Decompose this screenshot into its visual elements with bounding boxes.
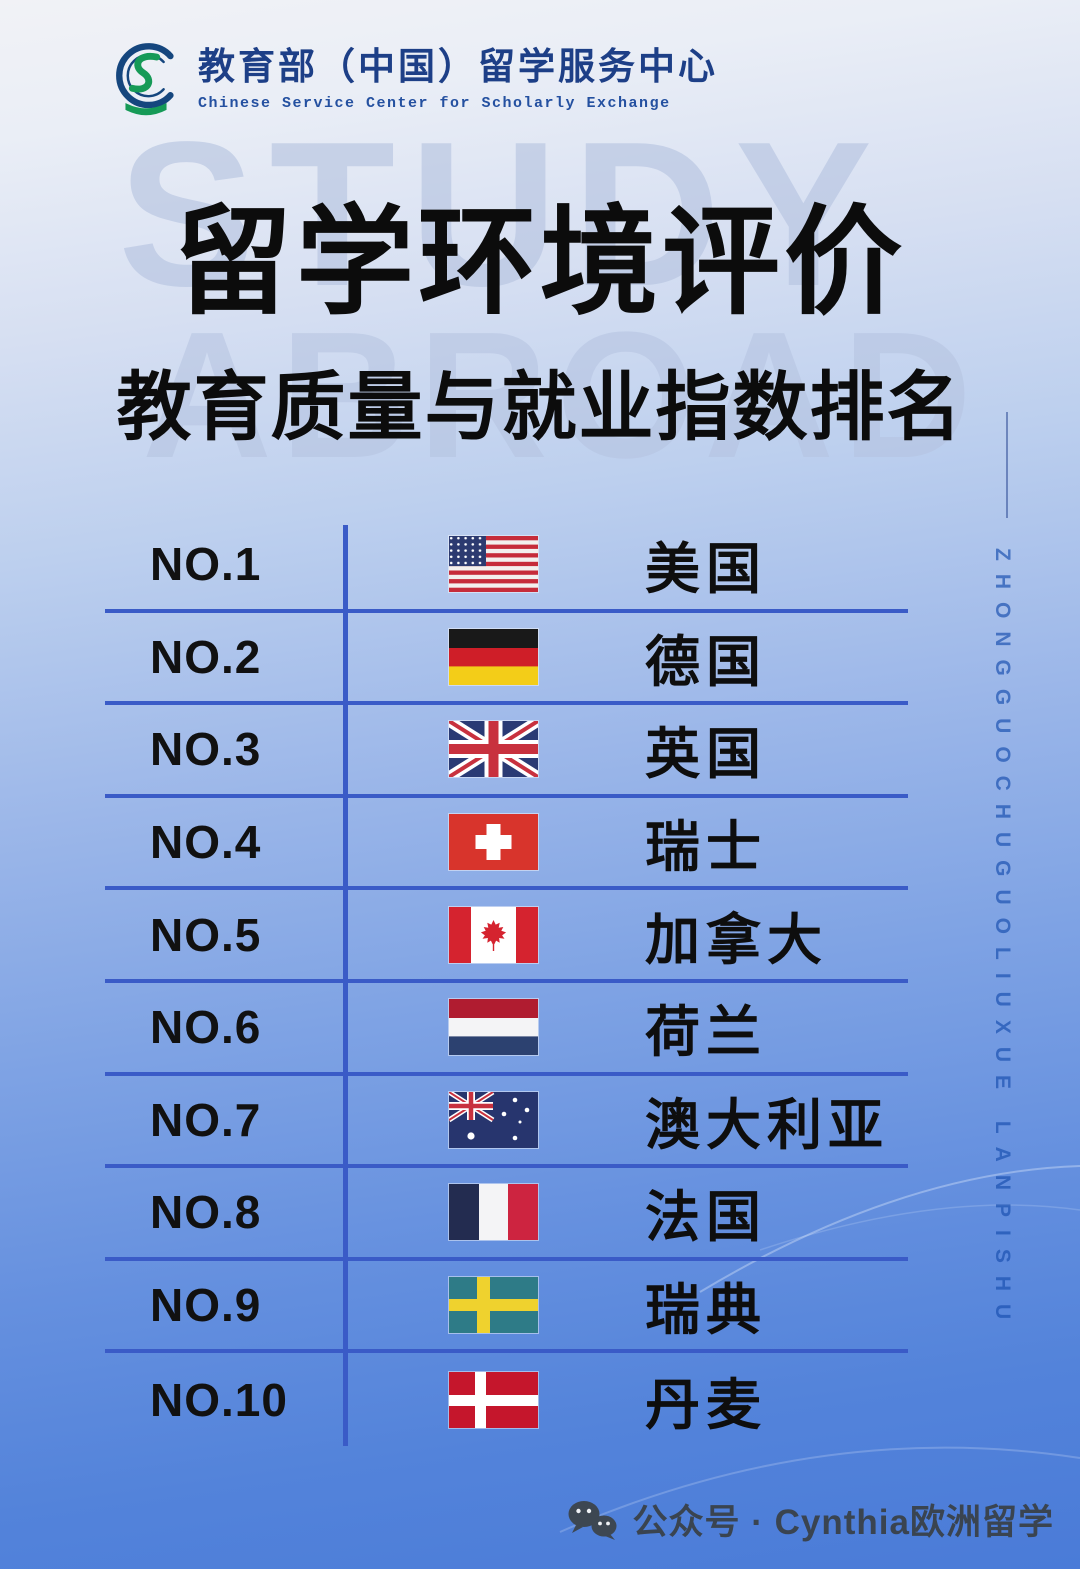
ranking-row: NO.2 德国 <box>105 613 908 706</box>
country-name: 澳大利亚 <box>645 1093 890 1156</box>
country-name: 荷兰 <box>645 1001 768 1064</box>
australia-flag <box>449 1091 538 1148</box>
rank-label: NO.10 <box>150 1373 288 1426</box>
rank-label: NO.8 <box>150 1186 262 1239</box>
ranking-row: NO.1 美国 <box>105 520 908 613</box>
country-name: 法国 <box>645 1186 768 1249</box>
rank-label: NO.5 <box>150 908 262 961</box>
rank-label: NO.1 <box>150 538 262 591</box>
ranking-row: NO.7 澳大利亚 <box>105 1076 908 1169</box>
page-subtitle: 教育质量与就业指数排名 <box>116 367 964 450</box>
org-name-cn: 教育部（中国）留学服务中心 <box>198 47 718 88</box>
cscse-logo-icon <box>116 43 174 116</box>
table-vertical-divider <box>343 525 348 1446</box>
ranking-table: NO.1 美国 NO.2 德国 NO.3 英国 NO.4 瑞士 NO.5 <box>105 520 908 1446</box>
wechat-account-badge: 公众号 · Cynthia欧洲留学 <box>567 1494 1054 1545</box>
ranking-row: NO.6 荷兰 <box>105 983 908 1076</box>
rank-label: NO.3 <box>150 723 262 776</box>
switzerland-flag <box>449 814 538 871</box>
country-name: 丹麦 <box>645 1373 768 1436</box>
rank-label: NO.4 <box>150 816 262 869</box>
ranking-row: NO.4 瑞士 <box>105 798 908 891</box>
watermark-abroad: ABROAD <box>142 295 980 496</box>
country-name: 加拿大 <box>645 908 829 971</box>
country-name: 美国 <box>645 538 768 601</box>
ranking-row: NO.10 丹麦 <box>105 1353 908 1446</box>
usa-flag <box>449 536 538 593</box>
canada-flag <box>449 906 538 963</box>
rank-label: NO.6 <box>150 1001 262 1054</box>
uk-flag <box>449 721 538 778</box>
country-name: 瑞士 <box>645 816 768 879</box>
side-vertical-text: ZHONGGUOCHUGUOLIUXUE LANPISHU <box>991 548 1014 1333</box>
org-name-en: Chinese Service Center for Scholarly Exc… <box>198 94 671 112</box>
germany-flag <box>449 628 538 685</box>
country-name: 英国 <box>645 723 768 786</box>
country-name: 瑞典 <box>645 1279 768 1342</box>
rank-label: NO.2 <box>150 630 262 683</box>
denmark-flag <box>449 1371 538 1428</box>
rank-label: NO.7 <box>150 1093 262 1146</box>
rank-label: NO.9 <box>150 1279 262 1332</box>
ranking-row: NO.3 英国 <box>105 705 908 798</box>
page-title: 留学环境评价 <box>173 198 906 329</box>
sweden-flag <box>449 1277 538 1334</box>
watermark-study: STUDY <box>118 99 887 329</box>
wechat-icon <box>568 1500 617 1540</box>
org-header: 教育部（中国）留学服务中心 Chinese Service Center for… <box>102 40 718 124</box>
country-name: 德国 <box>645 630 768 693</box>
ranking-row: NO.5 加拿大 <box>105 890 908 983</box>
france-flag <box>449 1184 538 1241</box>
side-decorative-line <box>1006 412 1008 518</box>
netherlands-flag <box>449 999 538 1056</box>
account-label: 公众号 · Cynthia欧洲留学 <box>632 1503 1054 1542</box>
ranking-row: NO.8 法国 <box>105 1168 908 1261</box>
ranking-row: NO.9 瑞典 <box>105 1261 908 1354</box>
